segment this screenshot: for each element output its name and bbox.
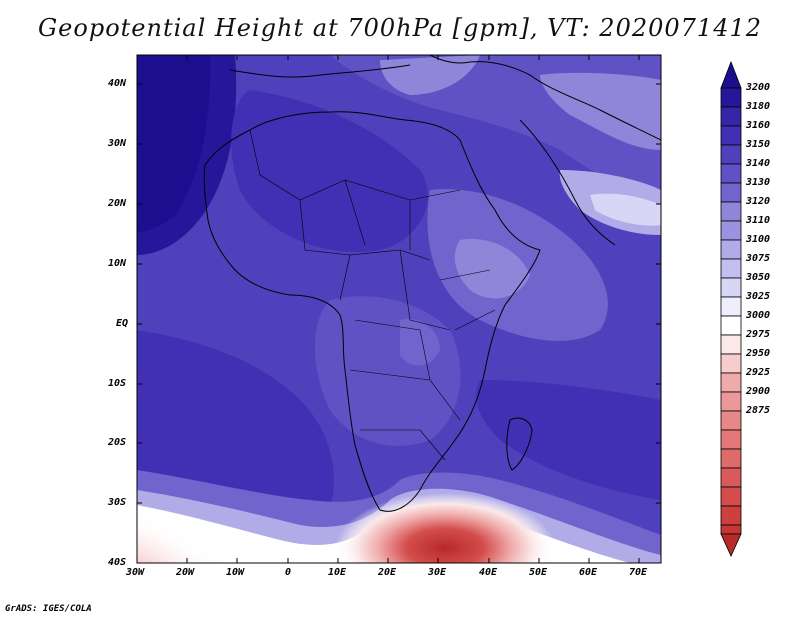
colorbar bbox=[720, 60, 742, 557]
map-title: Geopotential Height at 700hPa [gpm], VT:… bbox=[38, 14, 762, 42]
colorbar-label: 3075 bbox=[746, 253, 771, 264]
colorbar-label: 3180 bbox=[746, 101, 771, 112]
colorbar-label: 3120 bbox=[746, 196, 771, 207]
x-tick-label: 70E bbox=[629, 567, 648, 578]
x-tick-label: 30W bbox=[126, 567, 145, 578]
colorbar-label: 2900 bbox=[746, 386, 771, 397]
y-tick-label: 30N bbox=[108, 138, 127, 149]
y-tick-label: 10N bbox=[108, 258, 127, 269]
plot-frame bbox=[136, 54, 662, 564]
colorbar-label: 3100 bbox=[746, 234, 771, 245]
x-tick-label: 20W bbox=[176, 567, 195, 578]
y-tick-label: 20S bbox=[108, 437, 127, 448]
colorbar-label: 2875 bbox=[746, 405, 771, 416]
colorbar-arrow-bottom bbox=[720, 533, 742, 557]
colorbar-label: 3050 bbox=[746, 272, 771, 283]
x-tick-label: 30E bbox=[428, 567, 447, 578]
colorbar-label: 3200 bbox=[746, 82, 771, 93]
footer-credit: GrADS: IGES/COLA bbox=[5, 604, 92, 614]
colorbar-arrow-top bbox=[720, 60, 742, 89]
colorbar-label: 3140 bbox=[746, 158, 771, 169]
colorbar-label: 2975 bbox=[746, 329, 771, 340]
x-tick-label: 50E bbox=[529, 567, 548, 578]
x-tick-label: 10W bbox=[226, 567, 245, 578]
coastlines bbox=[203, 55, 661, 512]
x-tick-label: 10E bbox=[328, 567, 347, 578]
colorbar-label: 3160 bbox=[746, 120, 771, 131]
x-tick-label: 40E bbox=[479, 567, 498, 578]
colorbar-label: 3110 bbox=[746, 215, 771, 226]
colorbar-label: 3025 bbox=[746, 291, 771, 302]
y-tick-label: 40N bbox=[108, 78, 127, 89]
x-tick-label: 20E bbox=[378, 567, 397, 578]
y-tick-label: 10S bbox=[108, 378, 127, 389]
colorbar-label: 3150 bbox=[746, 139, 771, 150]
x-tick-label: 60E bbox=[579, 567, 598, 578]
y-tick-label: 30S bbox=[108, 497, 127, 508]
x-tick-label: 0 bbox=[285, 567, 292, 578]
y-tick-label: 20N bbox=[108, 198, 127, 209]
axis-ticks bbox=[137, 55, 661, 563]
colorbar-label: 3000 bbox=[746, 310, 771, 321]
colorbar-label: 3130 bbox=[746, 177, 771, 188]
geopotential-field bbox=[137, 55, 661, 563]
y-tick-label: 40S bbox=[108, 557, 127, 568]
country-borders bbox=[249, 129, 496, 461]
colorbar-label: 2925 bbox=[746, 367, 771, 378]
colorbar-label: 2950 bbox=[746, 348, 771, 359]
y-tick-label: EQ bbox=[116, 318, 129, 329]
